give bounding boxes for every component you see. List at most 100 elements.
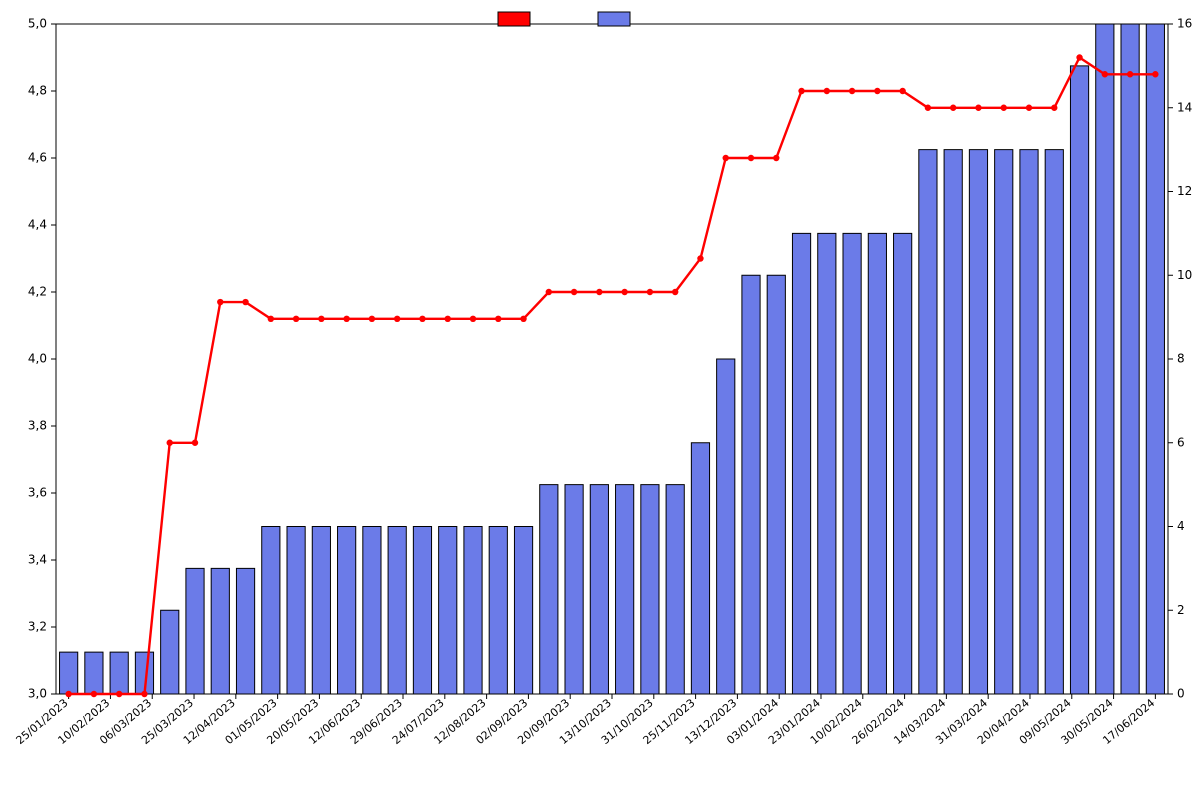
bar — [489, 527, 507, 695]
bar — [236, 568, 254, 694]
line-marker — [520, 316, 526, 322]
bar — [995, 150, 1013, 694]
bar — [1121, 24, 1139, 694]
bar — [691, 443, 709, 694]
bar — [464, 527, 482, 695]
line-marker — [167, 440, 173, 446]
line-marker — [773, 155, 779, 161]
y-right-tick-label: 6 — [1177, 435, 1185, 449]
line-marker — [1127, 71, 1133, 77]
y-left-tick-label: 5,0 — [28, 17, 47, 31]
bar — [919, 150, 937, 694]
y-left-tick-label: 4,8 — [28, 84, 47, 98]
line-marker — [91, 691, 97, 697]
bar — [717, 359, 735, 694]
y-right-tick-label: 8 — [1177, 352, 1185, 366]
line-marker — [293, 316, 299, 322]
y-left-tick-label: 4,2 — [28, 285, 47, 299]
line-marker — [596, 289, 602, 295]
line-marker — [950, 105, 956, 111]
line-marker — [672, 289, 678, 295]
bar — [742, 275, 760, 694]
line-marker — [849, 88, 855, 94]
y-left-tick-label: 3,4 — [28, 553, 47, 567]
y-right-tick-label: 10 — [1177, 268, 1192, 282]
line-marker — [1026, 105, 1032, 111]
line-marker — [697, 255, 703, 261]
line-marker — [723, 155, 729, 161]
line-marker — [1152, 71, 1158, 77]
y-right-tick-label: 0 — [1177, 687, 1185, 701]
y-right-tick-label: 12 — [1177, 184, 1192, 198]
y-left-tick-label: 4,0 — [28, 352, 47, 366]
y-left-tick-label: 4,4 — [28, 218, 47, 232]
line-marker — [1001, 105, 1007, 111]
line-marker — [394, 316, 400, 322]
bar — [843, 233, 861, 694]
line-marker — [899, 88, 905, 94]
legend-swatch-line — [498, 12, 530, 26]
bar — [540, 485, 558, 694]
line-marker — [445, 316, 451, 322]
bar — [1045, 150, 1063, 694]
line-marker — [141, 691, 147, 697]
y-right-tick-label: 2 — [1177, 603, 1185, 617]
line-marker — [798, 88, 804, 94]
bar — [792, 233, 810, 694]
bar — [439, 527, 457, 695]
bar — [363, 527, 381, 695]
bar — [85, 652, 103, 694]
bar — [616, 485, 634, 694]
line-marker — [975, 105, 981, 111]
bar — [338, 527, 356, 695]
y-left-tick-label: 3,0 — [28, 687, 47, 701]
line-marker — [1076, 54, 1082, 60]
line-marker — [546, 289, 552, 295]
line-marker — [470, 316, 476, 322]
y-right-tick-label: 14 — [1177, 100, 1192, 114]
bar — [211, 568, 229, 694]
bar — [388, 527, 406, 695]
bar — [868, 233, 886, 694]
bar — [1146, 24, 1164, 694]
y-left-tick-label: 4,6 — [28, 151, 47, 165]
bar — [186, 568, 204, 694]
line-marker — [318, 316, 324, 322]
line-marker — [925, 105, 931, 111]
line-marker — [874, 88, 880, 94]
bar — [818, 233, 836, 694]
bar — [287, 527, 305, 695]
y-left-tick-label: 3,8 — [28, 419, 47, 433]
bar — [60, 652, 78, 694]
line-marker — [268, 316, 274, 322]
line-marker — [192, 440, 198, 446]
line-marker — [369, 316, 375, 322]
legend-swatch-bar — [598, 12, 630, 26]
bar — [641, 485, 659, 694]
y-right-tick-label: 16 — [1177, 17, 1192, 31]
line-marker — [1051, 105, 1057, 111]
y-left-tick-label: 3,2 — [28, 620, 47, 634]
bar — [666, 485, 684, 694]
line-marker — [621, 289, 627, 295]
line-marker — [242, 299, 248, 305]
bar — [514, 527, 532, 695]
bar — [894, 233, 912, 694]
bar — [767, 275, 785, 694]
bar — [413, 527, 431, 695]
line-marker — [1102, 71, 1108, 77]
bar — [1070, 66, 1088, 694]
line-marker — [116, 691, 122, 697]
bar — [1020, 150, 1038, 694]
y-right-tick-label: 4 — [1177, 519, 1185, 533]
line-marker — [217, 299, 223, 305]
bar — [262, 527, 280, 695]
bar — [1096, 24, 1114, 694]
bar — [944, 150, 962, 694]
line-marker — [343, 316, 349, 322]
line-marker — [571, 289, 577, 295]
line-marker — [748, 155, 754, 161]
bar — [312, 527, 330, 695]
y-left-tick-label: 3,6 — [28, 486, 47, 500]
bar — [161, 610, 179, 694]
